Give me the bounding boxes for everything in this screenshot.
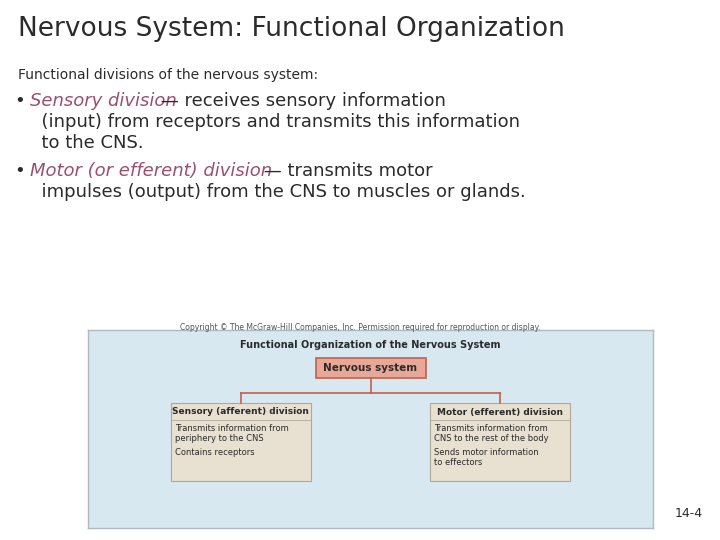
- Text: Nervous system: Nervous system: [323, 363, 418, 373]
- FancyBboxPatch shape: [315, 358, 426, 378]
- Text: •: •: [14, 162, 24, 180]
- Text: Nervous System: Functional Organization: Nervous System: Functional Organization: [18, 16, 565, 42]
- Text: to the CNS.: to the CNS.: [30, 134, 143, 152]
- Text: periphery to the CNS: periphery to the CNS: [174, 434, 264, 443]
- Text: impulses (output) from the CNS to muscles or glands.: impulses (output) from the CNS to muscle…: [30, 183, 526, 201]
- Text: Functional divisions of the nervous system:: Functional divisions of the nervous syst…: [18, 68, 318, 82]
- Text: — transmits motor: — transmits motor: [258, 162, 433, 180]
- Text: Copyright © The McGraw-Hill Companies, Inc. Permission required for reproduction: Copyright © The McGraw-Hill Companies, I…: [180, 323, 540, 332]
- Text: Contains receptors: Contains receptors: [174, 448, 254, 457]
- Text: Sensory (afferent) division: Sensory (afferent) division: [172, 408, 309, 416]
- FancyBboxPatch shape: [431, 403, 570, 481]
- Text: 14-4: 14-4: [675, 507, 703, 520]
- Text: Sends motor information: Sends motor information: [434, 448, 539, 457]
- Text: Transmits information from: Transmits information from: [434, 424, 548, 433]
- Text: Motor (or efferent) division: Motor (or efferent) division: [30, 162, 272, 180]
- Text: to effectors: to effectors: [434, 458, 483, 467]
- Text: Transmits information from: Transmits information from: [174, 424, 288, 433]
- Text: — receives sensory information: — receives sensory information: [155, 92, 446, 110]
- Text: CNS to the rest of the body: CNS to the rest of the body: [434, 434, 549, 443]
- FancyBboxPatch shape: [171, 403, 310, 481]
- Text: Functional Organization of the Nervous System: Functional Organization of the Nervous S…: [240, 340, 500, 350]
- Text: Motor (efferent) division: Motor (efferent) division: [438, 408, 564, 416]
- Text: •: •: [14, 92, 24, 110]
- Text: (input) from receptors and transmits this information: (input) from receptors and transmits thi…: [30, 113, 520, 131]
- Text: Sensory division: Sensory division: [30, 92, 176, 110]
